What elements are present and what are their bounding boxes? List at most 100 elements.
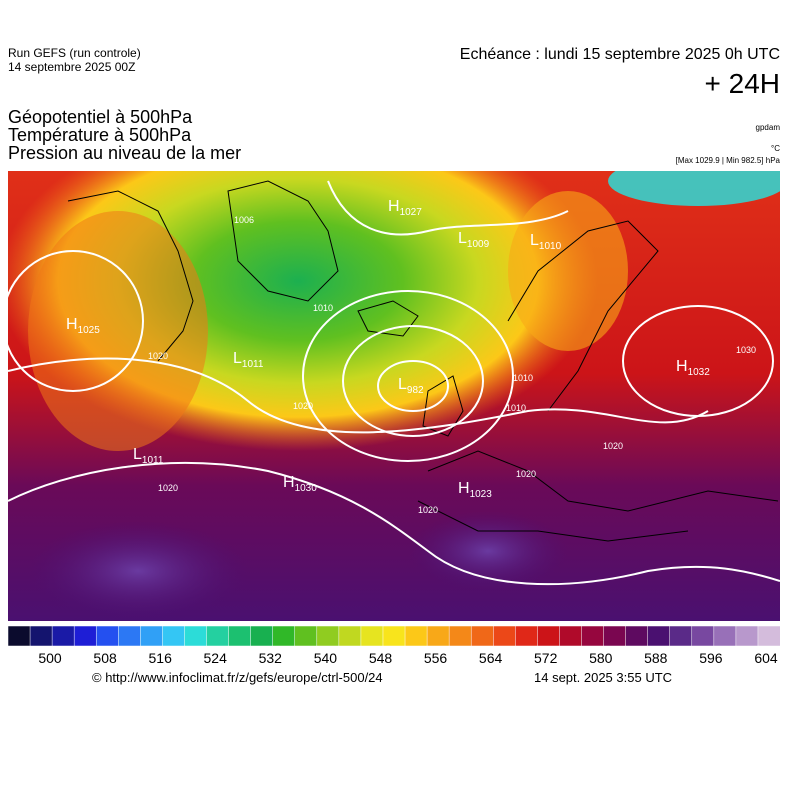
pressure-center-h: H1027 xyxy=(388,198,422,218)
subtropical-ridge xyxy=(28,521,248,621)
unit-geopotential: gpdam xyxy=(755,123,780,132)
colorbar-swatch xyxy=(272,626,296,646)
colorbar-tick-label: 572 xyxy=(534,650,558,666)
colorbar-tick-label: 548 xyxy=(369,650,393,666)
source-url: © http://www.infoclimat.fr/z/gefs/europe… xyxy=(92,670,383,685)
pressure-center-h: H1025 xyxy=(66,316,100,336)
colorbar-tick-label: 532 xyxy=(259,650,283,666)
colorbar-swatch xyxy=(493,626,517,646)
colorbar-swatch xyxy=(669,626,693,646)
colorbar-tick-label: 500 xyxy=(38,650,62,666)
parameter-list: Géopotentiel à 500hPa Température à 500h… xyxy=(8,108,241,162)
isobar-label: 1010 xyxy=(506,403,526,413)
isobar-low-ring-1 xyxy=(342,325,484,437)
pressure-center-h: H1030 xyxy=(283,474,317,494)
isobar-label: 1020 xyxy=(148,351,168,361)
pressure-center-h: H1023 xyxy=(458,480,492,500)
colorbar-swatch xyxy=(73,626,97,646)
colorbar-swatch xyxy=(470,626,495,646)
param-geopotential: Géopotentiel à 500hPa xyxy=(8,107,193,127)
pressure-center-h: H1032 xyxy=(676,358,710,378)
colorbar xyxy=(8,626,780,646)
isobar-low-ring-2 xyxy=(302,290,514,462)
pressure-center-l: L1011 xyxy=(133,446,164,466)
isobar-low-center xyxy=(377,360,449,412)
colorbar-swatch xyxy=(228,626,252,646)
colorbar-swatch xyxy=(294,626,318,646)
isobar-1020-south xyxy=(8,461,780,586)
colorbar-ticks: 500 508 516 524 532 540 548 556 564 572 580 588 596 6… xyxy=(38,650,778,666)
isobar-label: 1010 xyxy=(513,373,533,383)
warm-west xyxy=(28,211,208,451)
isobar-label: 1020 xyxy=(418,505,438,515)
colorbar-swatch xyxy=(8,626,31,646)
generation-time: 14 sept. 2025 3:55 UTC xyxy=(534,670,673,685)
colorbar-tick-label: 604 xyxy=(754,650,778,666)
north-africa-coast xyxy=(417,500,689,542)
run-info: Run GEFS (run controle) 14 septembre 202… xyxy=(8,46,141,74)
colorbar-swatch xyxy=(581,626,605,646)
isobar-label: 1020 xyxy=(603,441,623,451)
isobar-label: 1020 xyxy=(516,469,536,479)
coastlines xyxy=(67,180,779,542)
colorbar-swatch xyxy=(29,626,53,646)
param-mslp: Pression au niveau de la mer xyxy=(8,143,242,163)
forecast-valid-time: Echéance : lundi 15 septembre 2025 0h UT… xyxy=(459,46,780,63)
colorbar-swatch xyxy=(448,626,472,646)
colorbar-tick-label: 564 xyxy=(479,650,503,666)
isobar-1020-north xyxy=(8,357,709,434)
colorbar-tick-label: 516 xyxy=(149,650,173,666)
colorbar-tick-label: 580 xyxy=(589,650,613,666)
isobar-labels: 1006 1010 1010 1020 1020 1030 1020 1020 1020 1010… xyxy=(148,215,756,515)
colorbar-tick-label: 596 xyxy=(699,650,723,666)
colorbar-swatch xyxy=(206,626,230,646)
colorbar-tick-label: 524 xyxy=(204,650,228,666)
scandinavia-coast xyxy=(507,220,659,412)
colorbar-swatch xyxy=(162,626,186,646)
colorbar-swatch xyxy=(603,626,627,646)
isobar-high-east xyxy=(622,305,774,417)
colorbar-swatch xyxy=(426,626,450,646)
isobar-label: 1006 xyxy=(234,215,254,225)
colorbar-tick-label: 508 xyxy=(93,650,117,666)
scandinavia-warmth xyxy=(508,191,628,351)
pressure-center-l: L1011 xyxy=(233,350,264,370)
colorbar-swatch xyxy=(316,626,340,646)
greenland-coast xyxy=(67,190,194,362)
isobar-label: 1020 xyxy=(293,401,313,411)
run-date: 14 septembre 2025 00Z xyxy=(8,60,136,74)
colorbar-swatch xyxy=(713,626,737,646)
unit-mslp-range: [Max 1029.9 | Min 982.5] hPa xyxy=(675,156,780,165)
isobars xyxy=(8,180,780,586)
colorbar-swatch xyxy=(735,626,759,646)
forecast-step: + 24H xyxy=(704,68,781,99)
colorbar-swatch xyxy=(118,626,142,646)
colorbar-tick-label: 540 xyxy=(314,650,338,666)
pressure-centers: H1025 H1027 L1009 L1010 L1011 L982 H1032 L1011 H… xyxy=(66,198,710,500)
colorbar-swatch xyxy=(691,626,715,646)
isobar-north xyxy=(327,180,569,236)
colorbar-swatch xyxy=(95,626,120,646)
colorbar-tick-label: 588 xyxy=(644,650,668,666)
isobar-high-west xyxy=(8,250,144,392)
colorbar-tick-label: 556 xyxy=(424,650,448,666)
colorbar-swatches xyxy=(8,626,780,646)
colorbar-swatch xyxy=(360,626,384,646)
colorbar-swatch xyxy=(250,626,274,646)
run-model: Run GEFS (run controle) xyxy=(8,46,141,60)
isobar-label: 1030 xyxy=(736,345,756,355)
pressure-center-l: L982 xyxy=(398,376,424,396)
colorbar-swatch xyxy=(625,626,649,646)
greenland-east-coast xyxy=(227,180,339,302)
colorbar-swatch xyxy=(537,626,561,646)
mediterranean-coast xyxy=(427,450,779,512)
colorbar-swatch xyxy=(404,626,428,646)
colorbar-swatch xyxy=(515,626,539,646)
unit-temperature: °C xyxy=(771,144,780,153)
pressure-center-l: L1010 xyxy=(530,232,562,252)
weather-map: H1025 H1027 L1009 L1010 L1011 L982 H1032 L1011 H… xyxy=(8,171,780,621)
colorbar-swatch xyxy=(51,626,75,646)
colorbar-swatch xyxy=(757,626,780,646)
colorbar-swatch xyxy=(184,626,208,646)
colorbar-swatch xyxy=(559,626,583,646)
